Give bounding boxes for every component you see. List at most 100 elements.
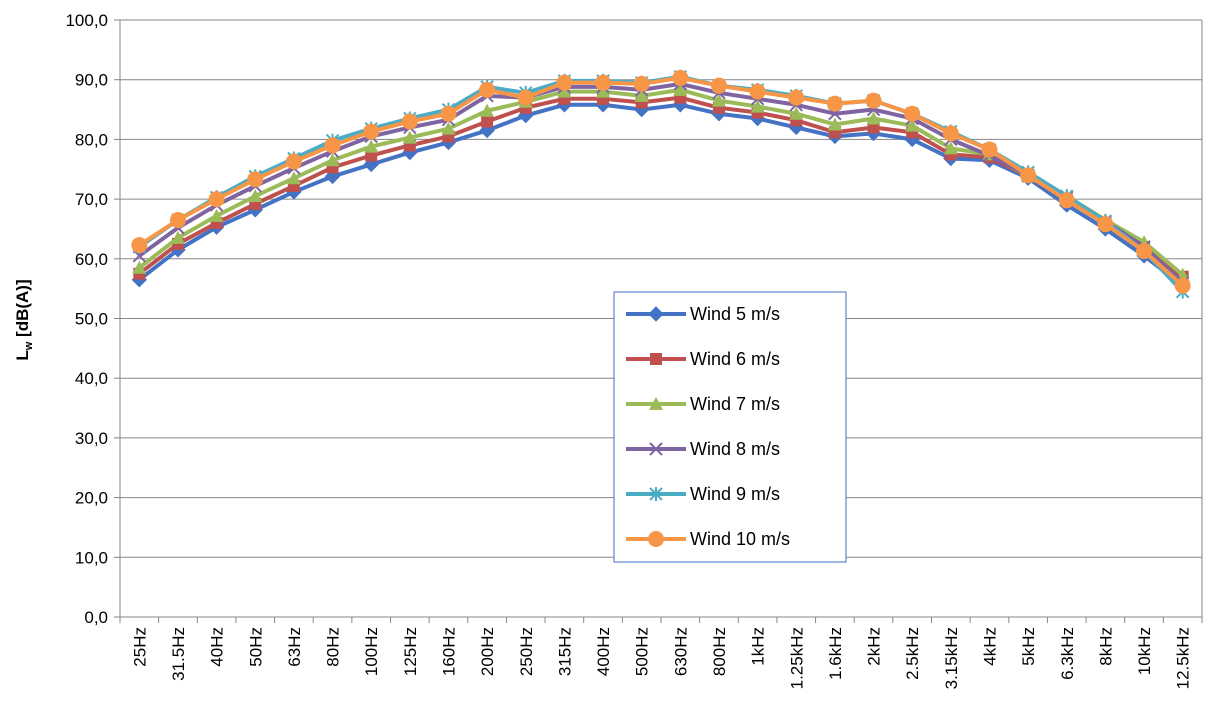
data-point (649, 487, 663, 501)
data-point (479, 122, 495, 139)
x-tick-label: 40Hz (208, 627, 227, 667)
data-point (943, 141, 958, 155)
legend-label: Wind 7 m/s (690, 394, 780, 414)
y-tick-label: 10,0 (75, 548, 108, 567)
x-tick-label: 63Hz (285, 627, 304, 667)
data-point (1020, 167, 1037, 184)
x-tick-label: 25Hz (130, 627, 149, 667)
data-point (517, 89, 534, 106)
data-point (867, 121, 880, 134)
data-point (648, 306, 664, 322)
data-point (904, 105, 921, 122)
data-point (650, 353, 662, 365)
series-group (131, 69, 1191, 299)
data-point (906, 126, 919, 139)
data-point (131, 237, 148, 254)
x-tick-label: 8kHz (1096, 627, 1115, 666)
data-point (169, 211, 186, 228)
data-point (441, 121, 456, 135)
x-tick-label: 160Hz (439, 627, 458, 676)
legend-label: Wind 6 m/s (690, 349, 780, 369)
y-tick-label: 100,0 (65, 11, 108, 30)
data-point (596, 84, 611, 98)
data-point (866, 111, 881, 125)
data-point (672, 69, 689, 86)
data-point (286, 171, 301, 185)
data-point (364, 139, 379, 153)
x-tick-label: 3.15kHz (942, 627, 961, 689)
x-tick-label: 500Hz (633, 627, 652, 676)
x-tick-label: 5kHz (1019, 627, 1038, 666)
data-point (1174, 277, 1191, 294)
y-tick-label: 20,0 (75, 489, 108, 508)
data-point (673, 82, 688, 96)
x-tick-label: 630Hz (671, 627, 690, 676)
data-point (649, 442, 663, 456)
y-tick-label: 90,0 (75, 71, 108, 90)
data-point (788, 89, 805, 106)
y-tick-label: 70,0 (75, 190, 108, 209)
series-wind-6-m-s (133, 91, 1189, 283)
y-tick-label: 40,0 (75, 369, 108, 388)
series-line (138, 81, 1185, 285)
data-point (981, 141, 998, 158)
x-tick-label: 400Hz (594, 627, 613, 676)
x-tick-label: 6.3kHz (1058, 627, 1077, 680)
data-point (633, 75, 650, 92)
y-axis-label: Lw [dB(A)] (13, 279, 35, 360)
data-point (208, 191, 225, 208)
data-point (363, 123, 380, 140)
data-point (710, 77, 727, 94)
data-point (1136, 243, 1153, 260)
data-point (827, 117, 842, 131)
data-point (401, 113, 418, 130)
series-line (138, 102, 1184, 288)
x-tick-label: 12.5kHz (1174, 627, 1193, 689)
x-tick-label: 125Hz (401, 627, 420, 676)
y-tick-label: 60,0 (75, 250, 108, 269)
x-tick-label: 2.5kHz (903, 627, 922, 680)
data-point (480, 103, 495, 117)
data-point (556, 74, 573, 91)
series-line (138, 75, 1185, 288)
y-tick-label: 80,0 (75, 130, 108, 149)
data-point (402, 130, 417, 144)
data-point (325, 153, 340, 167)
data-point (595, 74, 612, 91)
x-tick-label: 200Hz (478, 627, 497, 676)
data-point (209, 208, 224, 222)
legend-item: Wind 8 m/s (626, 439, 780, 459)
data-point (750, 99, 765, 113)
data-point (711, 93, 726, 107)
series-wind-5-m-s (131, 97, 1191, 294)
data-point (789, 106, 804, 120)
legend-label: Wind 5 m/s (690, 304, 780, 324)
data-point (942, 125, 959, 142)
x-tick-label: 1.25kHz (787, 627, 806, 689)
x-tick-label: 1.6kHz (826, 627, 845, 680)
data-point (648, 531, 664, 547)
x-tick-label: 10kHz (1135, 627, 1154, 675)
legend: Wind 5 m/s Wind 6 m/s Wind 7 m/s Wind 8 m/s… (613, 291, 847, 563)
data-point (132, 260, 147, 274)
data-point (828, 126, 841, 139)
series-wind-10-m-s (131, 69, 1191, 294)
legend-box (613, 291, 847, 563)
y-tick-label: 0,0 (84, 608, 108, 627)
data-point (1097, 216, 1114, 233)
data-point (440, 105, 457, 122)
x-tick-label: 250Hz (517, 627, 536, 676)
data-point (865, 92, 882, 109)
legend-item: Wind 10 m/s (626, 529, 790, 549)
legend-item: Wind 5 m/s (626, 304, 780, 324)
y-tick-label: 30,0 (75, 429, 108, 448)
data-point (248, 189, 263, 203)
x-tick-label: 1kHz (749, 627, 768, 666)
data-point (557, 84, 572, 98)
x-tick-label: 315Hz (555, 627, 574, 676)
x-tick-label: 4kHz (980, 627, 999, 666)
y-axis-ticks: 0,0 10,0 20,0 30,0 40,0 50,0 60,0 70,0 80,0 90,0 1… (65, 11, 120, 627)
data-point (324, 137, 341, 154)
